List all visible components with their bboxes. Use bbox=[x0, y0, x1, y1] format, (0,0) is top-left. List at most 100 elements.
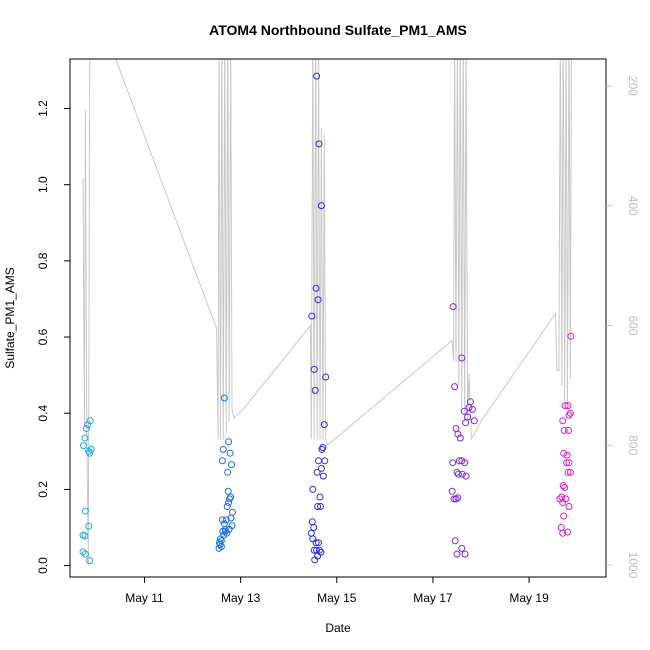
data-point bbox=[315, 140, 323, 148]
data-point bbox=[222, 516, 230, 524]
y2-tick-label: 200 bbox=[626, 76, 640, 96]
data-point bbox=[564, 402, 572, 410]
data-point bbox=[220, 394, 228, 402]
data-point bbox=[216, 541, 224, 549]
data-point bbox=[79, 548, 87, 556]
data-point bbox=[318, 445, 326, 453]
secondary-y-axis: 200 400 600 800 1000 bbox=[606, 76, 640, 579]
data-point bbox=[311, 386, 319, 394]
data-point bbox=[565, 459, 573, 467]
data-point bbox=[565, 503, 573, 510]
data-point bbox=[310, 524, 318, 531]
data-point bbox=[470, 417, 478, 425]
data-point bbox=[458, 354, 466, 362]
y-axis-label: Sulfate_PM1_AMS bbox=[3, 267, 17, 368]
data-point bbox=[321, 457, 329, 465]
data-point bbox=[557, 524, 565, 531]
data-point bbox=[449, 459, 457, 467]
data-point bbox=[309, 485, 317, 493]
x-axis-label: Date bbox=[325, 621, 351, 635]
data-point bbox=[84, 421, 92, 429]
data-point bbox=[85, 522, 93, 530]
data-point bbox=[317, 464, 325, 472]
data-point bbox=[309, 535, 317, 543]
data-point bbox=[224, 487, 232, 495]
y2-tick-label: 800 bbox=[626, 435, 640, 455]
data-point bbox=[225, 525, 233, 533]
series-1 bbox=[79, 417, 95, 565]
y-tick-label: 1.2 bbox=[36, 100, 50, 117]
x-tick-label: May 19 bbox=[509, 591, 549, 605]
data-point bbox=[458, 470, 466, 478]
plot-frame bbox=[69, 58, 607, 578]
data-point bbox=[81, 507, 89, 515]
data-point bbox=[316, 493, 324, 501]
y2-tick-label: 1000 bbox=[626, 552, 640, 579]
data-point bbox=[315, 539, 322, 547]
y-tick-label: 1.0 bbox=[36, 176, 50, 193]
data-point bbox=[560, 426, 568, 434]
y2-tick-label: 600 bbox=[626, 315, 640, 335]
data-point bbox=[461, 550, 469, 558]
data-point bbox=[564, 468, 572, 476]
data-point bbox=[218, 457, 226, 465]
data-point bbox=[229, 508, 236, 516]
data-point bbox=[315, 457, 322, 465]
data-point bbox=[456, 434, 464, 442]
data-point bbox=[559, 499, 567, 507]
data-point bbox=[221, 527, 229, 535]
data-point bbox=[560, 449, 568, 457]
data-point bbox=[319, 472, 327, 480]
data-point bbox=[223, 529, 231, 537]
data-point bbox=[226, 449, 234, 457]
data-point bbox=[559, 529, 567, 537]
data-point bbox=[462, 419, 470, 427]
y-tick-label: 0.8 bbox=[36, 252, 50, 269]
y-tick-label: 0.0 bbox=[36, 557, 50, 574]
data-point bbox=[81, 532, 89, 540]
altitude-trace-line bbox=[82, 59, 572, 566]
data-point bbox=[460, 407, 468, 415]
data-point bbox=[312, 284, 320, 292]
data-point bbox=[566, 409, 574, 417]
data-point bbox=[454, 470, 462, 478]
data-point bbox=[559, 482, 567, 490]
data-point bbox=[86, 557, 94, 565]
series-2 bbox=[215, 394, 236, 552]
series-5 bbox=[556, 332, 575, 537]
x-tick-label: May 15 bbox=[317, 591, 357, 605]
data-point bbox=[563, 459, 571, 467]
data-point bbox=[468, 405, 476, 413]
x-tick-label: May 13 bbox=[221, 591, 261, 605]
data-point bbox=[454, 430, 462, 438]
y-tick-label: 0.4 bbox=[36, 405, 50, 422]
series-3 bbox=[307, 72, 330, 564]
altitude-trace-layer bbox=[82, 59, 572, 566]
y2-tick-label: 400 bbox=[626, 196, 640, 216]
data-point bbox=[451, 383, 459, 391]
data-point bbox=[317, 503, 324, 510]
data-point bbox=[559, 417, 567, 425]
data-point bbox=[310, 546, 318, 554]
data-point bbox=[561, 484, 569, 491]
x-tick-label: May 11 bbox=[125, 591, 164, 605]
chart-title: ATOM4 Northbound Sulfate_PM1_AMS bbox=[209, 22, 467, 38]
data-point bbox=[564, 528, 571, 536]
data-point bbox=[452, 425, 460, 432]
data-point bbox=[566, 468, 574, 476]
data-point bbox=[449, 303, 457, 311]
data-point bbox=[312, 539, 320, 547]
data-point bbox=[560, 512, 568, 520]
data-point bbox=[310, 365, 318, 373]
data-point bbox=[313, 72, 321, 80]
data-point bbox=[81, 550, 89, 558]
data-point bbox=[313, 468, 321, 476]
data-point bbox=[314, 552, 322, 560]
data-point bbox=[451, 537, 459, 545]
data-point bbox=[80, 442, 87, 450]
data-point bbox=[219, 445, 227, 453]
data-point bbox=[314, 296, 322, 304]
data-point bbox=[86, 417, 94, 425]
data-point bbox=[223, 503, 231, 510]
